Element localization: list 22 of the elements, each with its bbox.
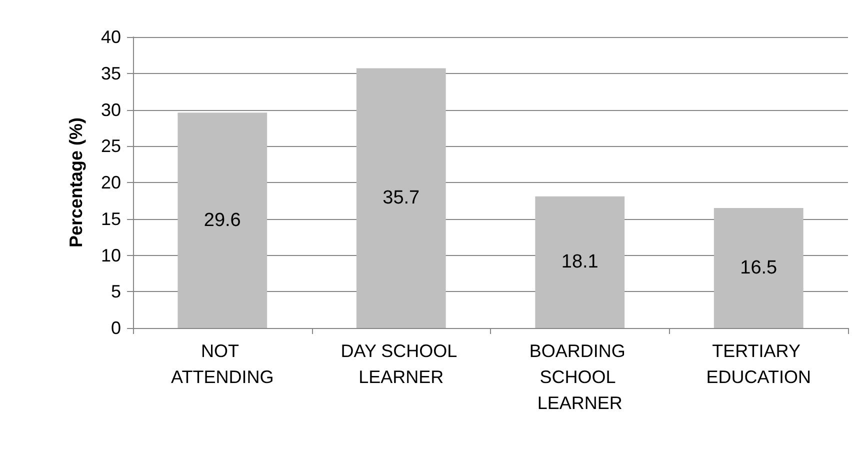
x-tick-label: BOARDING SCHOOL LEARNER bbox=[529, 341, 630, 413]
y-tick-label: 25 bbox=[100, 136, 121, 156]
y-tick-label: 30 bbox=[100, 100, 121, 120]
data-label: 16.5 bbox=[740, 257, 778, 278]
data-label: 18.1 bbox=[561, 252, 598, 273]
y-tick-label: 15 bbox=[100, 208, 121, 229]
data-label: 35.7 bbox=[382, 188, 420, 209]
x-tick-label: DAY SCHOOL LEARNER bbox=[340, 341, 462, 387]
bar bbox=[714, 208, 804, 328]
y-tick-label: 10 bbox=[100, 245, 121, 266]
bar bbox=[356, 68, 446, 328]
y-tick-label: 35 bbox=[100, 63, 121, 84]
y-tick-label: 20 bbox=[100, 172, 121, 192]
data-label: 29.6 bbox=[204, 210, 241, 231]
x-tick-label: TERTIARY EDUCATION bbox=[706, 341, 811, 387]
bar bbox=[178, 112, 268, 328]
y-axis-title: Percentage (%) bbox=[66, 117, 86, 248]
y-tick-label: 40 bbox=[100, 27, 121, 47]
bar bbox=[535, 196, 625, 328]
x-tick-label: NOT ATTENDING bbox=[171, 341, 274, 387]
y-tick-label: 0 bbox=[110, 318, 121, 338]
y-tick-label: 5 bbox=[110, 282, 121, 302]
